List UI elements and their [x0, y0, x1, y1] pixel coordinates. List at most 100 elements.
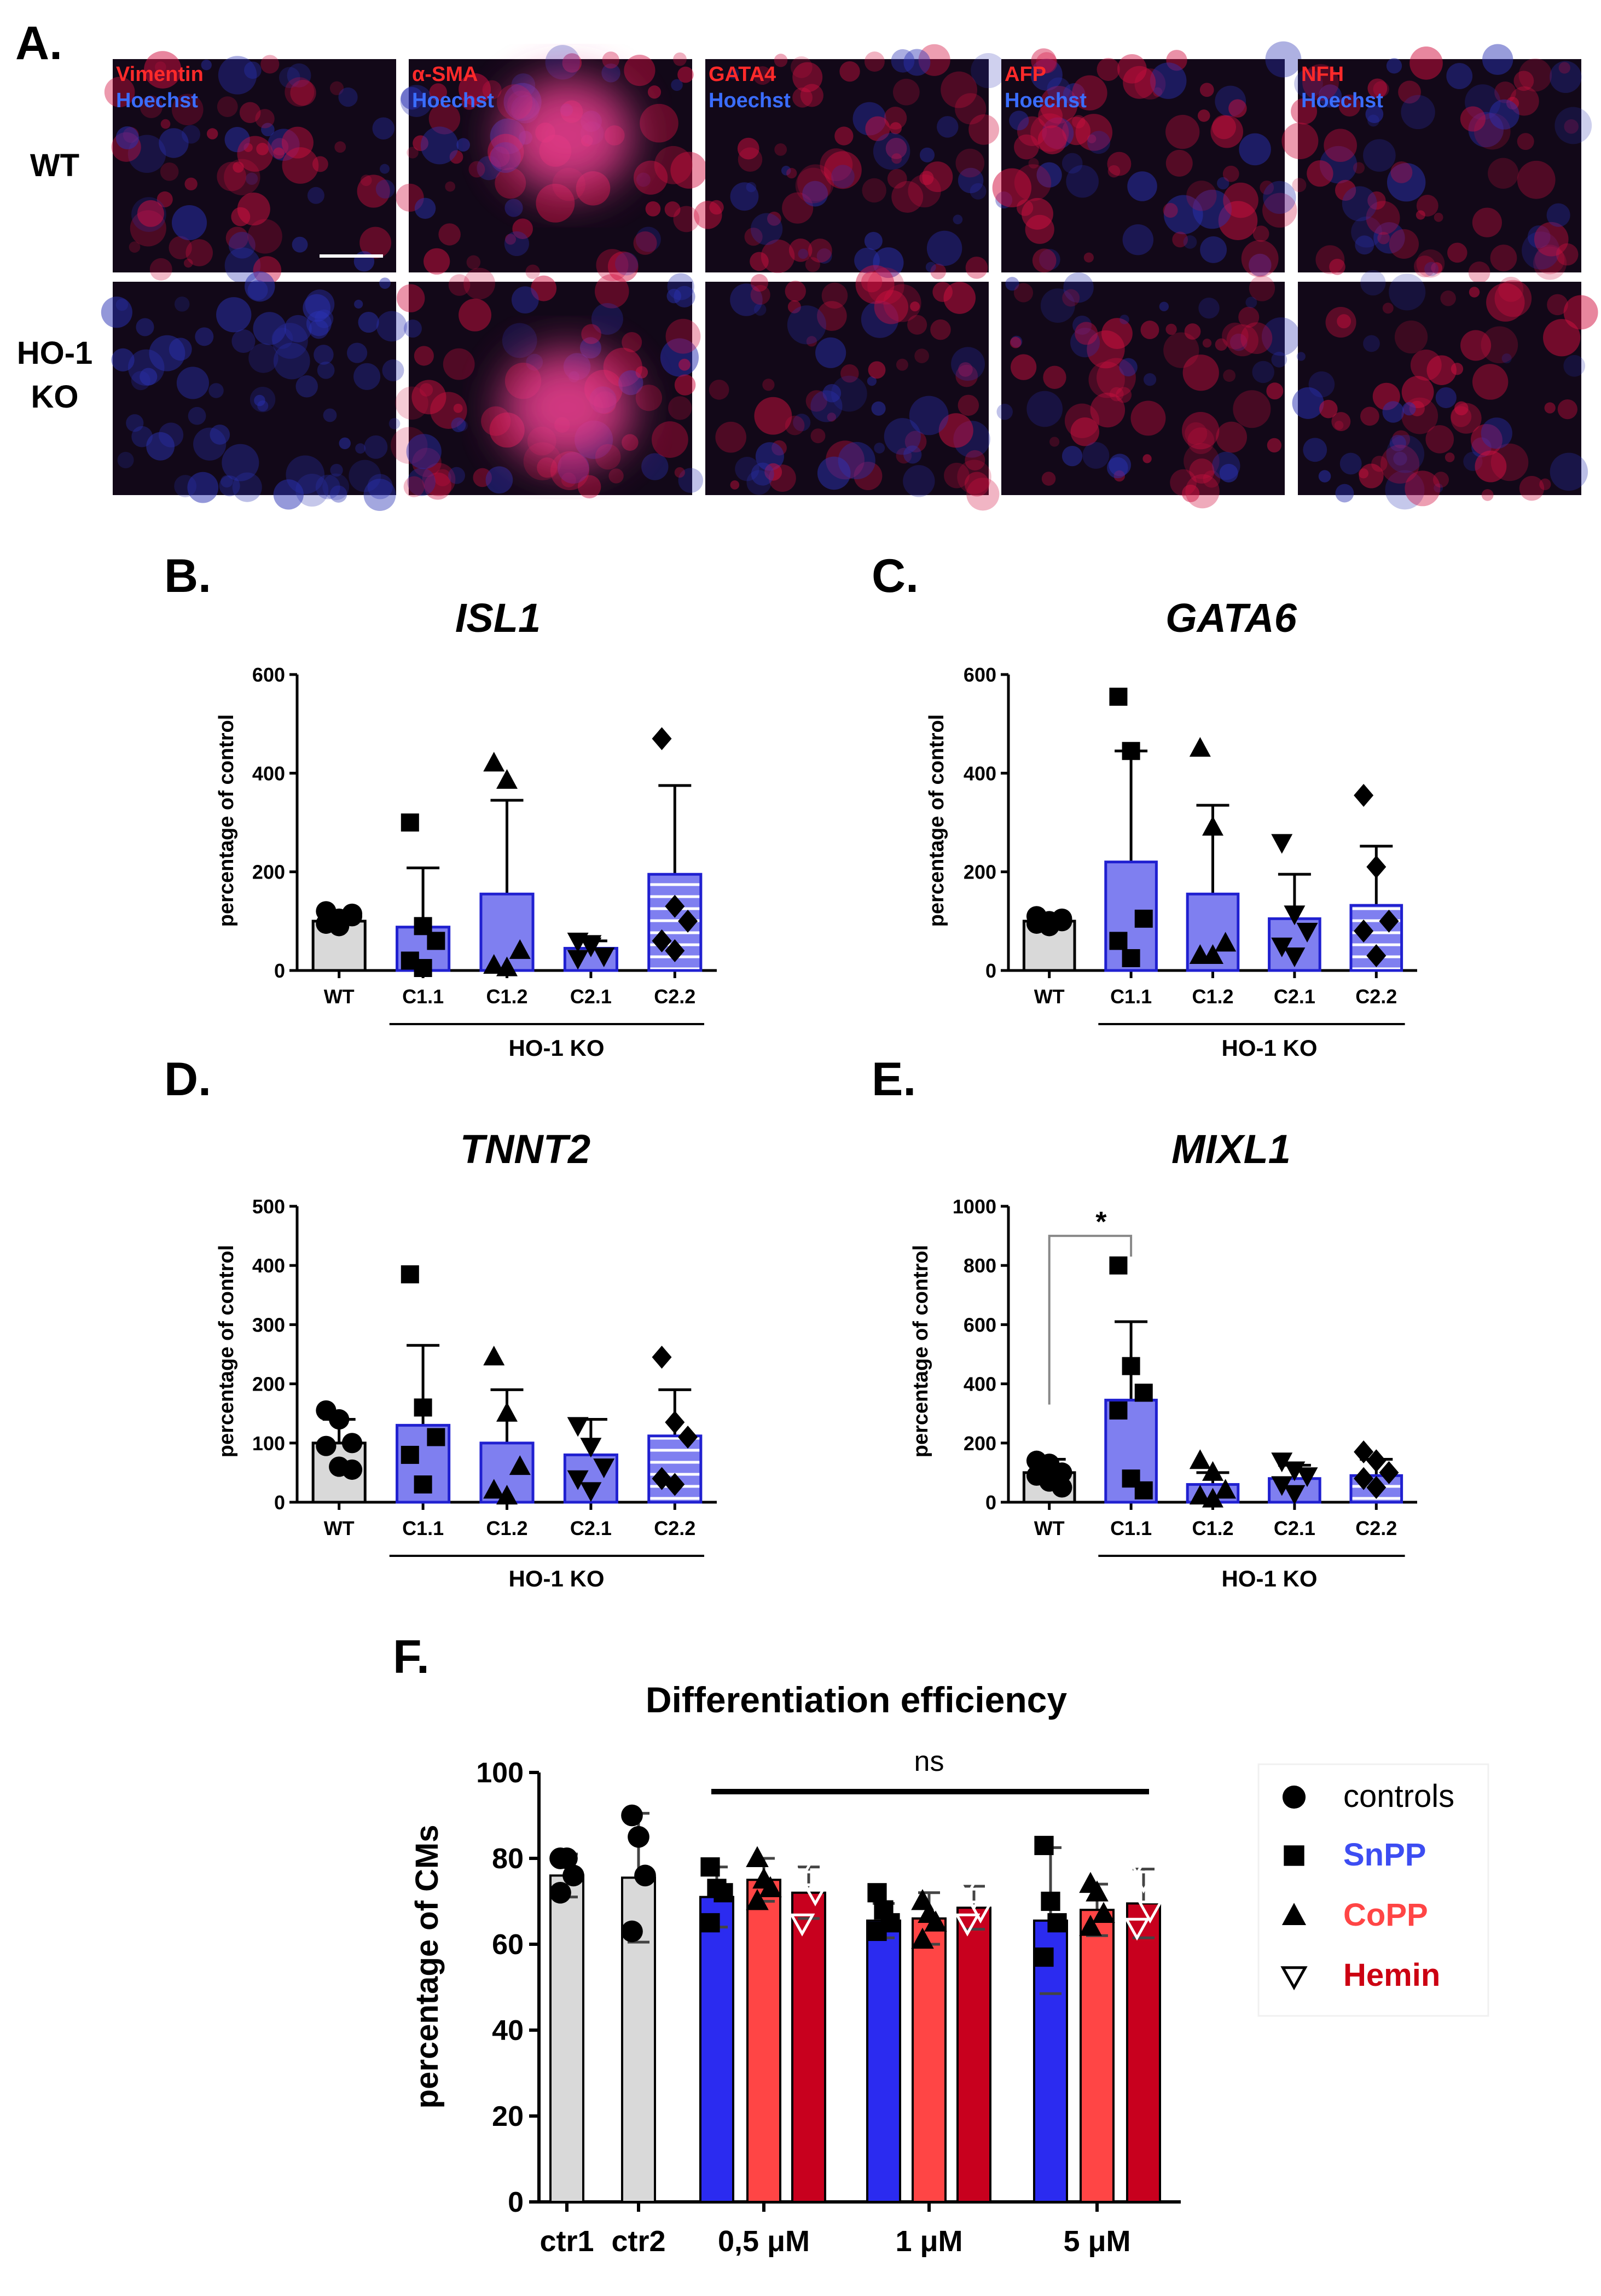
data-point	[1281, 1903, 1307, 1925]
stain-label: α-SMA	[412, 63, 478, 86]
cell-cluster	[525, 264, 540, 279]
micrograph-background	[1001, 59, 1285, 272]
micrograph-background	[1298, 282, 1581, 495]
cell-cluster	[1215, 85, 1246, 117]
y-tick-label: 400	[964, 762, 996, 784]
cell-cluster	[1490, 245, 1517, 271]
data-point	[1086, 1880, 1109, 1902]
data-point	[496, 1485, 518, 1505]
cell-cluster	[245, 172, 258, 185]
bright-cluster	[502, 78, 633, 193]
cell-cluster	[1223, 369, 1236, 382]
cell-cluster	[751, 462, 774, 486]
cell-cluster	[1022, 197, 1053, 230]
y-tick-label: 800	[964, 1254, 996, 1277]
cell-cluster	[635, 226, 661, 252]
panel-e-mixl1: E. MIXL1 percentage of control HO-1 KO 0…	[872, 1053, 1417, 1591]
cell-cluster	[750, 284, 770, 305]
cell-cluster	[401, 87, 424, 110]
cell-cluster	[1043, 365, 1066, 390]
data-point	[746, 1889, 769, 1910]
cell-cluster	[677, 66, 694, 83]
cell-cluster	[1546, 203, 1570, 227]
significance-bracket	[1048, 1235, 1133, 1405]
cell-cluster	[1386, 434, 1425, 473]
cell-cluster	[1481, 326, 1518, 364]
cell-cluster	[1185, 422, 1208, 445]
cell-cluster	[930, 263, 947, 280]
cell-cluster	[158, 422, 184, 447]
y-axis-label: percentage of control	[215, 1245, 238, 1458]
data-point	[1366, 944, 1387, 967]
x-tick-label: ctr1	[540, 2225, 594, 2258]
cell-cluster	[957, 460, 991, 494]
cell-cluster	[396, 183, 424, 212]
cell-cluster	[187, 472, 219, 503]
cell-cluster	[140, 368, 158, 386]
cell-cluster	[1557, 399, 1577, 420]
cell-cluster	[131, 426, 153, 447]
cell-cluster	[272, 147, 285, 159]
data-point	[1296, 922, 1318, 943]
chart-title: MIXL1	[1171, 1126, 1291, 1172]
stain-label: AFP	[1005, 63, 1046, 86]
cell-cluster	[1014, 134, 1039, 160]
micrograph-background	[113, 282, 396, 495]
cell-cluster	[1036, 52, 1058, 74]
cell-cluster	[792, 62, 823, 92]
cell-cluster	[790, 56, 813, 78]
cell-cluster	[1527, 225, 1551, 248]
cell-cluster	[1005, 277, 1019, 291]
cell-cluster	[1031, 48, 1057, 74]
cell-cluster	[1554, 107, 1592, 144]
data-point	[401, 813, 419, 832]
cell-cluster	[375, 179, 395, 199]
cell-cluster	[635, 366, 648, 379]
cell-cluster	[1117, 54, 1147, 84]
cell-cluster	[1543, 319, 1581, 357]
cell-cluster	[797, 164, 834, 201]
cell-cluster	[1097, 358, 1136, 398]
x-tick-label: C2.1	[570, 1517, 612, 1539]
cell-cluster	[376, 311, 407, 342]
cell-cluster	[407, 147, 419, 159]
cell-cluster	[1302, 64, 1339, 101]
cell-cluster	[1445, 452, 1455, 462]
data-point	[414, 1475, 432, 1494]
cell-cluster	[664, 201, 681, 218]
panel-b-label: B.	[164, 550, 211, 602]
cell-cluster	[115, 126, 139, 149]
cell-cluster	[1252, 225, 1269, 242]
data-point	[700, 1913, 720, 1933]
cell-cluster	[290, 79, 316, 106]
cell-cluster	[1534, 222, 1569, 257]
x-tick-label: WT	[1034, 1517, 1065, 1539]
panel-c-gata6: C. GATA6 percentage of control HO-1 KO 0…	[872, 550, 1417, 1061]
data-point	[1122, 742, 1140, 760]
data-point	[665, 1410, 685, 1434]
cell-cluster	[782, 192, 814, 224]
data-point	[678, 1425, 698, 1449]
y-tick-label: 60	[492, 1929, 524, 1961]
counterstain-label: Hoechst	[1005, 89, 1087, 112]
cell-cluster	[1263, 181, 1296, 214]
cell-cluster	[1339, 452, 1362, 475]
x-tick-label: C1.1	[402, 985, 444, 1008]
cell-cluster	[388, 418, 401, 429]
cell-cluster	[633, 160, 668, 195]
panel-d-label: D.	[164, 1053, 211, 1106]
y-tick-label: 0	[985, 960, 996, 982]
cell-cluster	[1061, 153, 1083, 174]
cell-cluster	[820, 148, 853, 181]
cell-cluster	[1489, 99, 1519, 130]
cell-cluster	[1342, 186, 1377, 222]
cell-cluster	[774, 54, 788, 67]
group-label: HO-1 KO	[508, 1035, 604, 1061]
cell-cluster	[1281, 123, 1319, 160]
cell-cluster	[1260, 181, 1274, 195]
x-tick-label: WT	[324, 985, 355, 1008]
cell-cluster	[279, 67, 300, 88]
cell-cluster	[225, 226, 248, 249]
cell-cluster	[1481, 417, 1512, 449]
cell-cluster	[306, 311, 332, 336]
